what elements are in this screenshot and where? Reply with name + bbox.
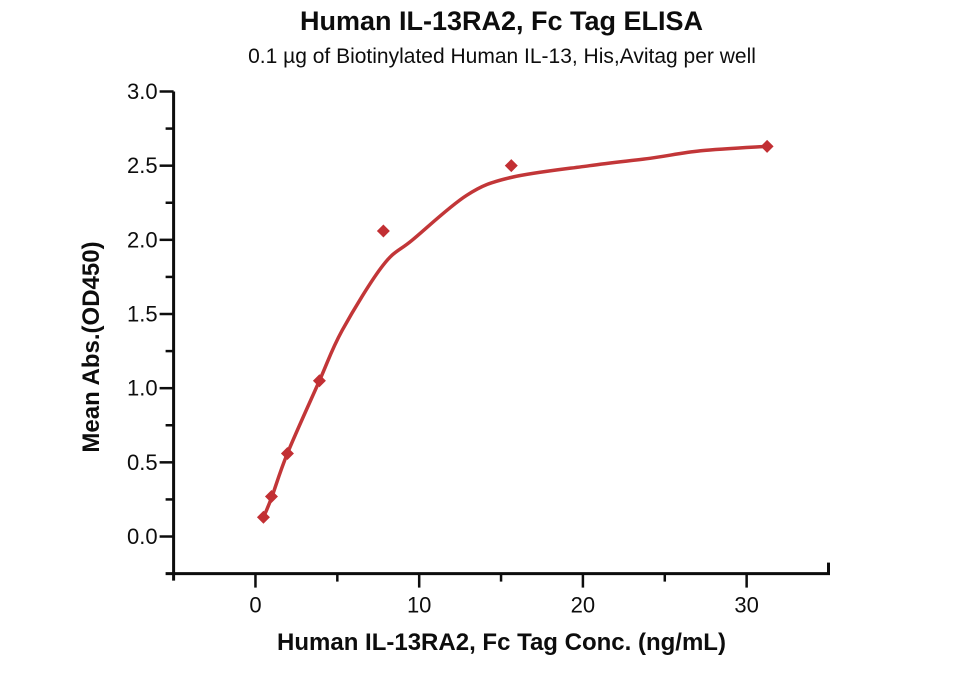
data-point-marker — [312, 374, 326, 388]
x-tick-label: 10 — [407, 593, 431, 618]
data-point-marker — [760, 139, 774, 153]
data-point-marker — [504, 159, 518, 173]
data-point-marker — [264, 489, 278, 503]
data-point-marker — [280, 446, 294, 460]
chart-title: Human IL-13RA2, Fc Tag ELISA — [299, 6, 704, 36]
y-tick-label: 1.0 — [127, 376, 158, 401]
y-tick-label: 3.0 — [127, 79, 158, 104]
x-tick-label: 0 — [249, 593, 261, 618]
y-tick-label: 0.0 — [127, 524, 158, 549]
chart-subtitle: 0.1 µg of Biotinylated Human IL-13, His,… — [248, 45, 756, 68]
y-tick-label: 1.5 — [127, 302, 158, 327]
y-tick-label: 0.5 — [127, 450, 158, 475]
data-point-marker — [376, 224, 390, 238]
x-tick-label: 20 — [571, 593, 595, 618]
fit-curve — [261, 144, 769, 519]
y-axis-title: Mean Abs.(OD450) — [78, 241, 105, 453]
y-tick-label: 2.0 — [127, 227, 158, 252]
y-tick-label: 2.5 — [127, 153, 158, 178]
data-point-marker — [256, 510, 270, 524]
x-axis-title: Human IL-13RA2, Fc Tag Conc. (ng/mL) — [277, 629, 726, 656]
x-tick-label: 30 — [734, 593, 758, 618]
